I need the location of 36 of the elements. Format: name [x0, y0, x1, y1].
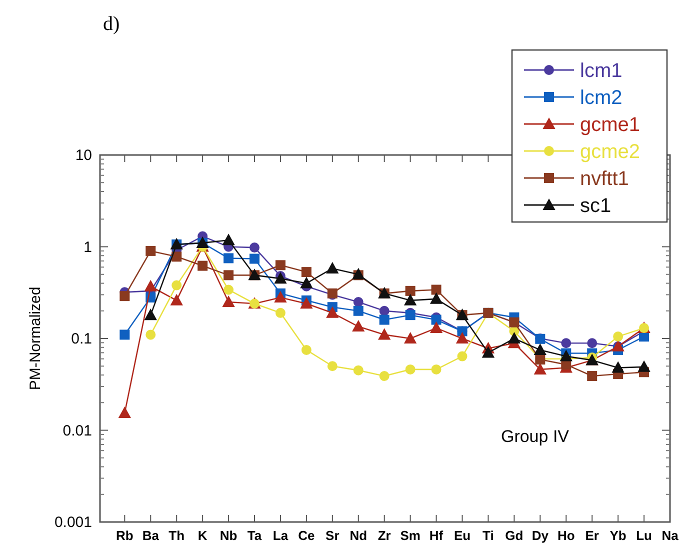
x-tick-label: Ho [557, 528, 575, 543]
y-axis-title: PM-Normalized [27, 286, 44, 390]
y-tick-label: 10 [75, 147, 92, 164]
legend-label: lcm1 [580, 60, 622, 82]
x-tick-label: Ce [298, 528, 315, 543]
y-tick-label: 1 [84, 238, 92, 256]
x-tick-label: Ta [247, 528, 262, 543]
y-tick-label: 0.1 [71, 330, 92, 348]
legend-label: gcme1 [580, 114, 640, 136]
annotation: Group IV [500, 427, 570, 446]
x-tick-label: Lu [636, 528, 652, 543]
x-tick-label: Nd [350, 528, 368, 543]
x-tick-label: Sm [400, 528, 420, 543]
x-tick-label: Th [168, 528, 185, 543]
x-tick-label: Hf [429, 528, 444, 543]
x-tick-label: Dy [532, 528, 550, 543]
x-tick-label: Ba [142, 528, 160, 543]
y-tick-label: 0.001 [54, 514, 92, 531]
x-tick-label: Yb [610, 528, 626, 543]
legend-label: sc1 [580, 195, 612, 217]
chart-title: d) [103, 13, 120, 35]
x-tick-label: Gd [505, 528, 524, 543]
legend-label: gcme2 [580, 141, 640, 163]
legend-label: lcm2 [580, 87, 622, 109]
y-tick-label: 0.01 [62, 422, 92, 440]
x-tick-label: Sr [326, 528, 340, 543]
x-tick-label: Er [585, 528, 599, 543]
x-tick-label: Eu [454, 528, 471, 543]
x-tick-label: Na [662, 528, 680, 543]
x-tick-label: Nb [220, 528, 238, 543]
legend-label: nvftt1 [580, 168, 629, 190]
x-tick-label: La [272, 528, 289, 543]
x-tick-label: Rb [116, 528, 134, 543]
x-tick-label: K [198, 528, 208, 543]
x-tick-label: Zr [378, 528, 391, 543]
x-tick-label: Ti [482, 528, 494, 543]
